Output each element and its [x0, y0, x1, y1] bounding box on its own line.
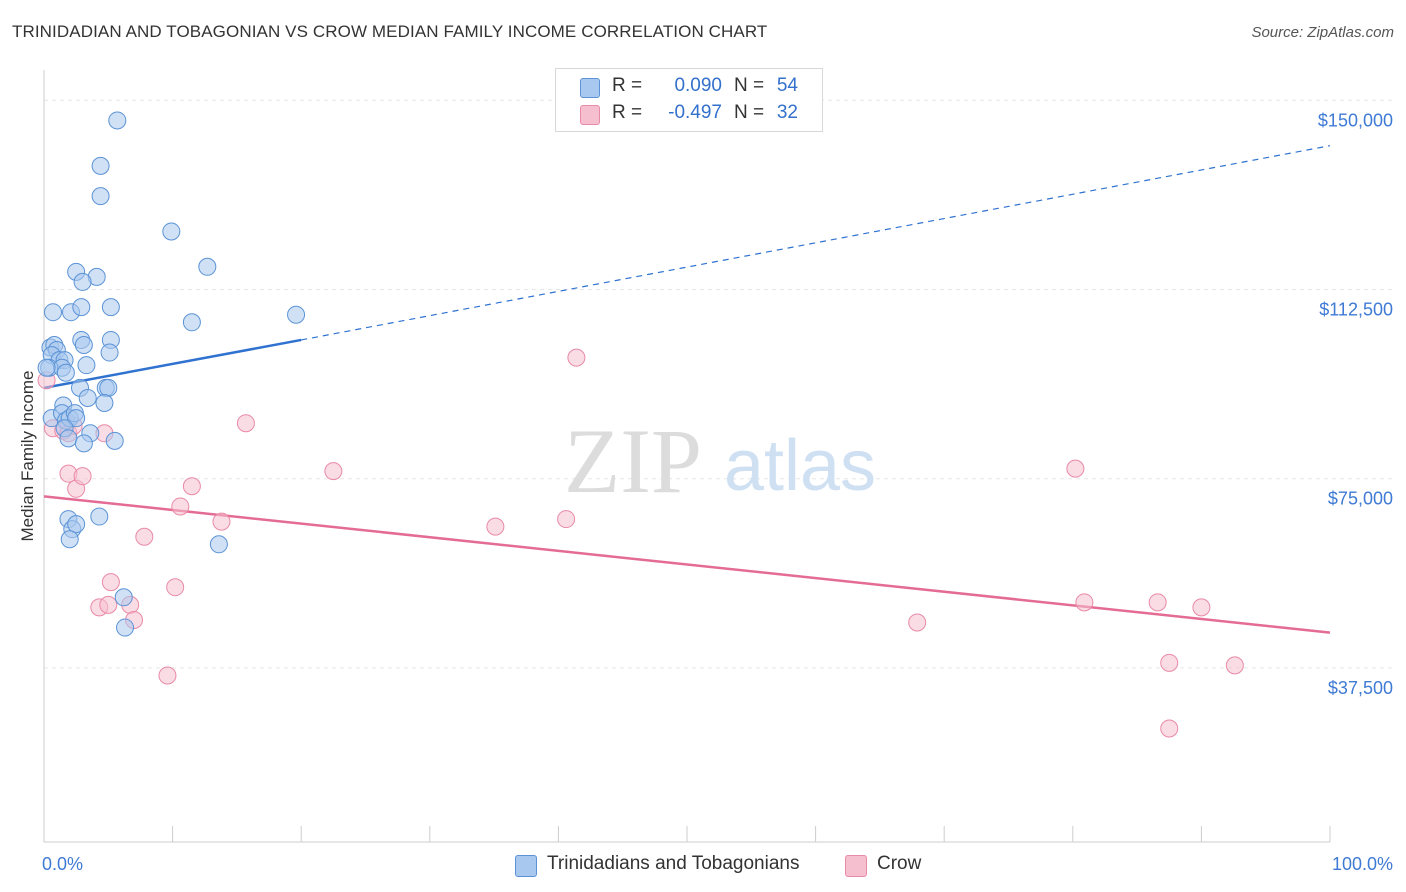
trend-lines: [43, 145, 1331, 634]
data-point-trinidadians[interactable]: [105, 431, 124, 450]
data-point-crow[interactable]: [1075, 593, 1094, 612]
source-label: Source: ZipAtlas.com: [1251, 24, 1394, 41]
data-point-trinidadians[interactable]: [182, 313, 201, 332]
data-point-trinidadians[interactable]: [77, 356, 96, 375]
data-point-trinidadians[interactable]: [95, 394, 114, 413]
y-tick-label: $37,500: [1328, 678, 1393, 698]
legend-r-value: 0.090: [674, 75, 722, 96]
series-legend-label: Trinidadians and Tobagonians: [547, 853, 800, 874]
data-point-crow[interactable]: [135, 527, 154, 546]
watermark: ZIP atlas: [564, 410, 876, 512]
data-point-trinidadians[interactable]: [67, 409, 86, 428]
data-point-crow[interactable]: [1225, 656, 1244, 675]
y-axis-title: Median Family Income: [18, 370, 37, 541]
y-tick-label: $150,000: [1318, 110, 1393, 130]
data-point-crow[interactable]: [99, 595, 118, 614]
data-point-trinidadians[interactable]: [37, 358, 56, 377]
data-point-crow[interactable]: [182, 477, 201, 496]
data-point-crow[interactable]: [1160, 653, 1179, 672]
data-point-trinidadians[interactable]: [101, 298, 120, 317]
data-point-trinidadians[interactable]: [78, 388, 97, 407]
data-point-crow[interactable]: [486, 517, 505, 536]
y-tick-label: $75,000: [1328, 489, 1393, 509]
legend-swatch-blue: [515, 855, 537, 877]
data-point-trinidadians[interactable]: [100, 343, 119, 362]
data-point-trinidadians[interactable]: [56, 363, 75, 382]
x-tick-label-max: 100.0%: [1332, 854, 1393, 874]
y-tick-label: $112,500: [1319, 299, 1393, 319]
data-point-crow[interactable]: [1192, 598, 1211, 617]
data-point-trinidadians[interactable]: [198, 257, 217, 276]
series-legend: Trinidadians and Tobagonians Crow: [0, 853, 1406, 877]
axis-labels: $37,500 $75,000 $112,500 $150,000 0.0% 100.0%…: [18, 110, 1393, 874]
data-point-crow[interactable]: [73, 467, 92, 486]
trend-line-crow: [43, 495, 1331, 634]
watermark-atlas: atlas: [724, 426, 876, 506]
data-point-trinidadians[interactable]: [74, 335, 93, 354]
data-point-crow[interactable]: [1160, 719, 1179, 738]
data-point-trinidadians[interactable]: [287, 305, 306, 324]
data-point-crow[interactable]: [236, 414, 255, 433]
data-point-trinidadians[interactable]: [91, 156, 110, 175]
axes: [43, 70, 1331, 843]
data-point-crow[interactable]: [1066, 459, 1085, 478]
legend-n-value: 32: [776, 102, 798, 123]
data-point-trinidadians[interactable]: [90, 507, 109, 526]
data-point-trinidadians[interactable]: [91, 187, 110, 206]
data-point-trinidadians[interactable]: [72, 298, 91, 317]
watermark-zip: ZIP: [564, 410, 702, 512]
data-point-trinidadians[interactable]: [73, 272, 92, 291]
data-point-trinidadians[interactable]: [67, 515, 86, 534]
trend-line-trinidadians-solid: [43, 338, 302, 390]
data-point-trinidadians[interactable]: [99, 378, 118, 397]
data-point-crow[interactable]: [1148, 593, 1167, 612]
data-point-crow[interactable]: [158, 666, 177, 685]
data-point-trinidadians[interactable]: [108, 111, 127, 130]
data-point-crow[interactable]: [324, 462, 343, 481]
data-point-crow[interactable]: [557, 510, 576, 529]
correlation-legend: R = 0.090 N = 54 R = -0.497 N = 32: [555, 68, 823, 132]
data-point-crow[interactable]: [567, 348, 586, 367]
data-point-crow[interactable]: [908, 613, 927, 632]
data-point-trinidadians[interactable]: [59, 429, 78, 448]
data-point-crow[interactable]: [212, 512, 231, 531]
data-point-crow[interactable]: [171, 497, 190, 516]
legend-r-value: -0.497: [668, 102, 722, 123]
legend-swatch-pink: [845, 855, 867, 877]
data-point-crow[interactable]: [101, 573, 120, 592]
data-point-trinidadians[interactable]: [116, 618, 135, 637]
trend-line-trinidadians-projection: [301, 145, 1331, 341]
data-points: [37, 111, 1244, 738]
data-point-trinidadians[interactable]: [162, 222, 181, 241]
legend-swatch-blue: [580, 78, 600, 98]
legend-r-label: R =: [612, 102, 643, 123]
data-point-crow[interactable]: [166, 578, 185, 597]
data-point-trinidadians[interactable]: [44, 303, 63, 322]
data-point-trinidadians[interactable]: [114, 588, 133, 607]
data-point-trinidadians[interactable]: [74, 434, 93, 453]
grid-lines: [44, 99, 1392, 669]
legend-swatch-pink: [580, 105, 600, 125]
legend-n-label: N =: [734, 75, 765, 96]
data-point-trinidadians[interactable]: [209, 535, 228, 554]
x-tick-label-min: 0.0%: [42, 854, 83, 874]
legend-n-value: 54: [776, 75, 798, 96]
data-point-trinidadians[interactable]: [60, 530, 79, 549]
legend-r-label: R =: [612, 75, 643, 96]
series-legend-label: Crow: [877, 853, 922, 874]
chart-title: TRINIDADIAN AND TOBAGONIAN VS CROW MEDIA…: [12, 22, 768, 41]
legend-n-label: N =: [734, 102, 765, 123]
